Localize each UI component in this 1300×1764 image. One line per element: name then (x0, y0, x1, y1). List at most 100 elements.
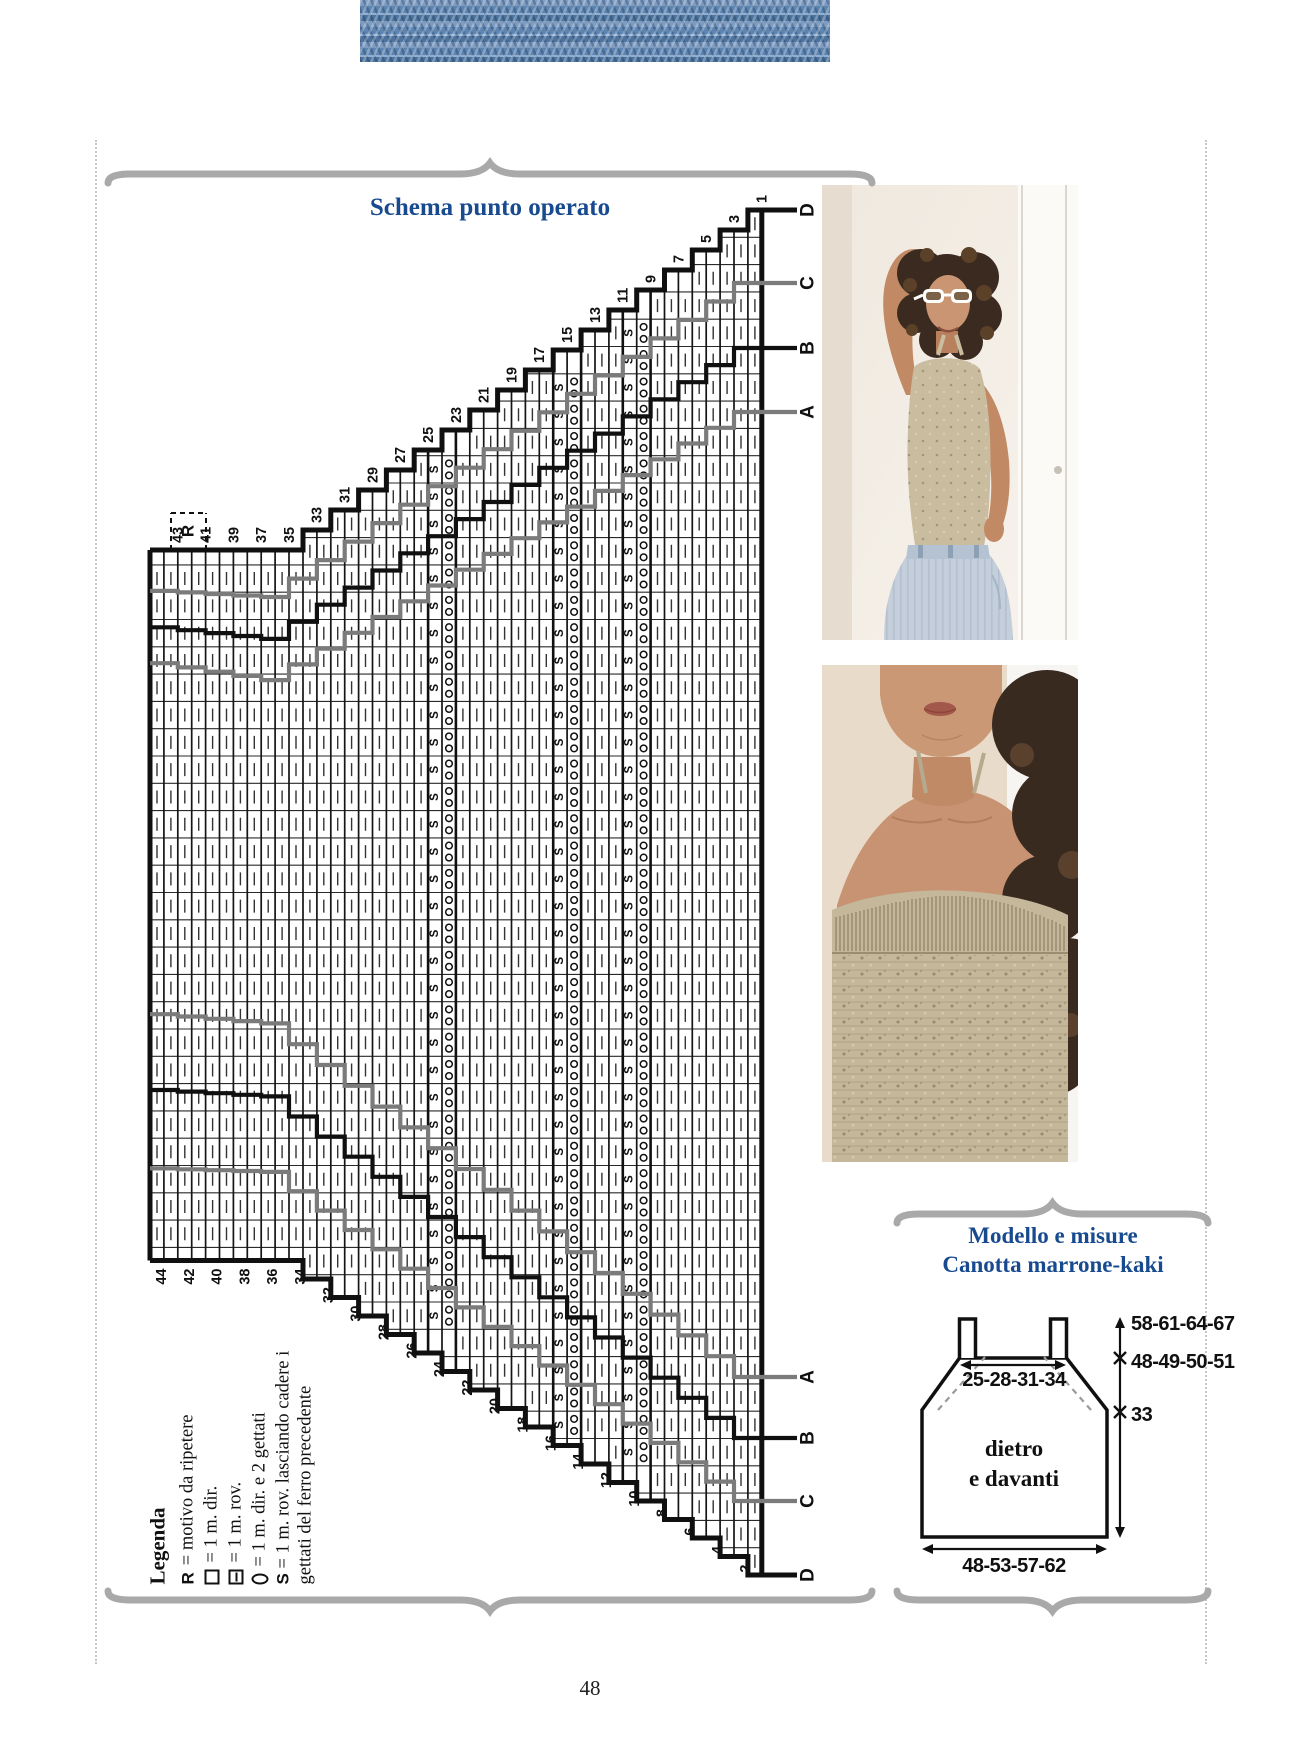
height-tick-marks (1113, 1351, 1127, 1419)
svg-text:S: S (554, 411, 566, 419)
legend-entry-text: = 1 m. rov. lasciando cadere i gettati d… (273, 1350, 316, 1585)
drop-stitch-letter: S (273, 1573, 293, 1585)
repeat-bracket (170, 512, 207, 550)
svg-text:5: 5 (699, 235, 715, 243)
svg-text:29: 29 (365, 467, 381, 483)
svg-text:2: 2 (738, 1565, 754, 1573)
svg-text:S: S (624, 383, 636, 391)
svg-text:43: 43 (171, 527, 187, 543)
blue-knit-texture-photo (360, 0, 830, 62)
svg-text:S: S (624, 574, 636, 582)
svg-text:S: S (429, 1066, 441, 1074)
svg-text:35: 35 (282, 527, 298, 543)
svg-text:S: S (624, 1230, 636, 1238)
legend-title: Legenda (145, 1507, 170, 1585)
svg-text:S: S (429, 1148, 441, 1156)
left-column-guide (95, 140, 97, 1664)
svg-text:41: 41 (199, 527, 215, 543)
svg-text:S: S (554, 520, 566, 528)
svg-text:S: S (429, 765, 441, 773)
svg-text:S: S (429, 547, 441, 555)
svg-text:S: S (429, 1312, 441, 1320)
svg-text:S: S (554, 1366, 566, 1374)
svg-text:10: 10 (627, 1491, 643, 1507)
svg-text:33: 33 (310, 507, 326, 523)
svg-text:9: 9 (643, 275, 659, 283)
svg-text:S: S (429, 711, 441, 719)
model-photo-closeup (822, 665, 1078, 1162)
svg-text:S: S (624, 1257, 636, 1265)
svg-text:27: 27 (393, 447, 409, 463)
svg-text:S: S (554, 1148, 566, 1156)
svg-text:S: S (429, 929, 441, 937)
svg-text:S: S (624, 1339, 636, 1347)
svg-text:S: S (429, 847, 441, 855)
schematic-dashed-slopes (937, 1356, 1092, 1411)
page-number: 48 (579, 1676, 601, 1700)
bottom-width-arrowheads (922, 1544, 1107, 1554)
model-photo-closeup-art (822, 665, 1078, 1162)
svg-text:S: S (429, 684, 441, 692)
svg-text:28: 28 (377, 1324, 393, 1340)
svg-text:S: S (554, 602, 566, 610)
svg-text:S: S (554, 929, 566, 937)
svg-text:24: 24 (432, 1361, 448, 1377)
repeat-letter: R (178, 1572, 197, 1585)
svg-text:S: S (624, 820, 636, 828)
svg-text:22: 22 (460, 1380, 476, 1396)
svg-text:A: A (798, 405, 819, 419)
svg-text:S: S (624, 1093, 636, 1101)
svg-text:S: S (554, 629, 566, 637)
schematic-outline (920, 1356, 1109, 1539)
svg-text:S: S (624, 1066, 636, 1074)
svg-text:S: S (429, 629, 441, 637)
svg-text:21: 21 (477, 387, 493, 403)
svg-text:12: 12 (599, 1472, 615, 1488)
svg-text:6: 6 (682, 1528, 698, 1536)
svg-text:S: S (624, 656, 636, 664)
schematic-center-label-1: dietro (985, 1436, 1043, 1461)
svg-text:S: S (624, 684, 636, 692)
svg-text:34: 34 (293, 1269, 309, 1285)
schematic-straps (957, 1317, 1069, 1358)
svg-text:B: B (798, 1431, 819, 1445)
svg-text:S: S (554, 711, 566, 719)
svg-text:S: S (624, 1120, 636, 1128)
svg-text:S: S (429, 1257, 441, 1265)
svg-text:A: A (798, 1370, 819, 1384)
model-title-line1: Modello e misure (968, 1223, 1138, 1248)
knit-square-icon (204, 1569, 220, 1585)
svg-text:S: S (429, 602, 441, 610)
svg-text:S: S (624, 1312, 636, 1320)
svg-text:S: S (624, 1011, 636, 1019)
svg-text:S: S (624, 1175, 636, 1183)
svg-text:S: S (624, 765, 636, 773)
svg-text:18: 18 (516, 1417, 532, 1433)
svg-text:31: 31 (338, 487, 354, 503)
svg-text:S: S (624, 847, 636, 855)
svg-text:13: 13 (588, 307, 604, 323)
svg-text:S: S (554, 1011, 566, 1019)
model-photo-full-art (822, 185, 1078, 640)
svg-text:S: S (624, 1448, 636, 1456)
svg-text:S: S (554, 1230, 566, 1238)
svg-text:S: S (429, 465, 441, 473)
svg-text:S: S (429, 1284, 441, 1292)
svg-text:S: S (624, 1393, 636, 1401)
svg-text:S: S (429, 1093, 441, 1101)
svg-text:S: S (624, 957, 636, 965)
svg-text:S: S (554, 1066, 566, 1074)
repeat-label: R (179, 525, 198, 537)
svg-text:42: 42 (182, 1269, 198, 1285)
svg-text:S: S (554, 1284, 566, 1292)
svg-text:S: S (624, 984, 636, 992)
svg-text:S: S (554, 1093, 566, 1101)
svg-text:S: S (554, 1257, 566, 1265)
svg-text:16: 16 (543, 1435, 559, 1451)
svg-text:S: S (624, 1202, 636, 1210)
svg-text:S: S (624, 411, 636, 419)
svg-text:S: S (554, 656, 566, 664)
legend-entry-text: = motivo da ripetere (177, 1414, 198, 1566)
legend-entry-repeat: R = motivo da ripetere (178, 1325, 199, 1585)
svg-text:C: C (798, 1494, 819, 1508)
